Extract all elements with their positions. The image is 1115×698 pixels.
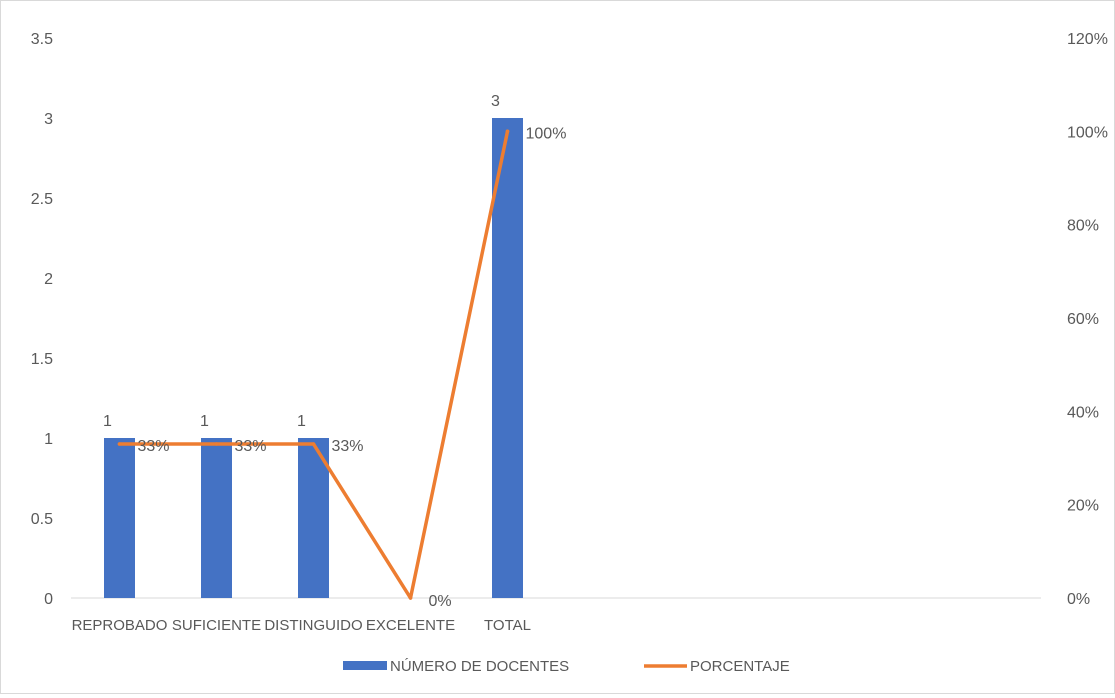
right-tick-label: 60% — [1067, 311, 1099, 328]
category-labels: REPROBADO SUFICIENTE DISTINGUIDO EXCELENTE T… — [72, 617, 531, 634]
left-tick-label: 1.5 — [31, 351, 53, 368]
right-axis-ticks: 0% 20% 40% 60% 80% 100% 120% — [1067, 31, 1108, 608]
line-data-label: 33% — [235, 438, 267, 455]
bar — [201, 438, 232, 598]
line-point — [505, 129, 510, 134]
legend-bar-label: NÚMERO DE DOCENTES — [390, 658, 569, 675]
bar — [104, 438, 135, 598]
line-data-label: 33% — [332, 438, 364, 455]
line-point — [214, 442, 219, 446]
right-tick-label: 80% — [1067, 218, 1099, 235]
legend-bar-swatch — [343, 661, 387, 670]
line-data-labels: 33% 33% 33% 0% 100% — [138, 125, 567, 610]
line-data-label: 33% — [138, 438, 170, 455]
right-tick-label: 40% — [1067, 404, 1099, 421]
right-tick-label: 120% — [1067, 31, 1108, 48]
left-tick-label: 0.5 — [31, 511, 53, 528]
category-label: DISTINGUIDO — [264, 617, 362, 634]
left-tick-label: 3.5 — [31, 31, 53, 48]
line-point — [311, 442, 316, 446]
bar-data-labels: 1 1 1 3 — [103, 93, 500, 430]
bar-data-label: 3 — [491, 93, 500, 110]
line-series — [117, 129, 510, 600]
right-tick-label: 20% — [1067, 498, 1099, 515]
line-point — [408, 596, 413, 600]
left-axis-ticks: 0 0.5 1 1.5 2 2.5 3 3.5 — [31, 31, 53, 608]
bar-series — [104, 118, 523, 598]
category-label: TOTAL — [484, 617, 531, 634]
category-label: SUFICIENTE — [172, 617, 261, 634]
left-tick-label: 3 — [44, 111, 53, 128]
category-label: EXCELENTE — [366, 617, 455, 634]
right-tick-label: 0% — [1067, 591, 1090, 608]
line-data-label: 0% — [429, 593, 452, 610]
bar — [298, 438, 329, 598]
left-tick-label: 2.5 — [31, 191, 53, 208]
left-tick-label: 2 — [44, 271, 53, 288]
bar-data-label: 1 — [200, 413, 209, 430]
category-label: REPROBADO — [72, 617, 168, 634]
bar-data-label: 1 — [297, 413, 306, 430]
bar — [492, 118, 523, 598]
left-tick-label: 1 — [44, 431, 53, 448]
legend-line-label: PORCENTAJE — [690, 658, 790, 675]
line-point — [117, 442, 122, 446]
line-data-label: 100% — [526, 125, 567, 142]
right-tick-label: 100% — [1067, 124, 1108, 141]
left-tick-label: 0 — [44, 591, 53, 608]
bar-data-label: 1 — [103, 413, 112, 430]
legend: NÚMERO DE DOCENTES PORCENTAJE — [343, 658, 790, 675]
